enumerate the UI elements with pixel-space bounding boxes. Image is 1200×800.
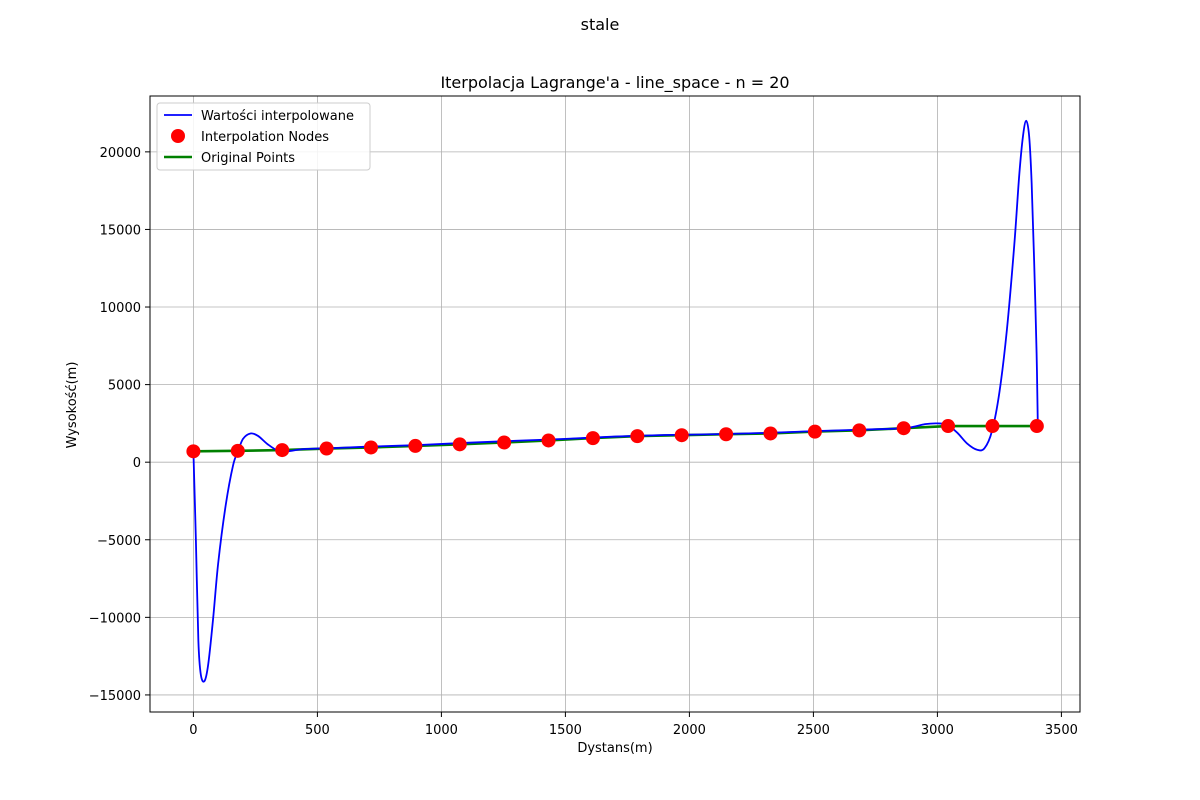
interpolation-node-marker bbox=[985, 419, 1000, 434]
legend-label-nodes: Interpolation Nodes bbox=[201, 130, 329, 145]
interpolation-node-marker bbox=[807, 424, 822, 439]
y-tick-label: 5000 bbox=[108, 379, 141, 394]
interpolation-node-marker bbox=[275, 443, 290, 458]
x-axis-label: Dystans(m) bbox=[577, 741, 652, 756]
interpolation-node-marker bbox=[674, 428, 689, 443]
plot-area bbox=[186, 119, 1044, 683]
interpolation-node-marker bbox=[497, 435, 512, 450]
interpolation-node-marker bbox=[763, 426, 778, 441]
series-lines bbox=[192, 119, 1039, 683]
x-tick-label: 3500 bbox=[1045, 723, 1078, 738]
y-tick-label: −15000 bbox=[89, 689, 141, 704]
x-tick-label: 1500 bbox=[549, 723, 582, 738]
chart-title: Iterpolacja Lagrange'a - line_space - n … bbox=[440, 73, 789, 93]
legend-box bbox=[156, 102, 371, 171]
axes-frame bbox=[149, 95, 1081, 713]
y-axis-label: Wysokość(m) bbox=[65, 362, 80, 449]
interpolation-node-marker bbox=[230, 443, 245, 458]
series-line-interpolated bbox=[192, 119, 1039, 683]
legend-swatch-nodes bbox=[171, 129, 185, 143]
x-tick-label: 500 bbox=[305, 723, 330, 738]
interpolation-node-marker bbox=[941, 419, 956, 434]
interpolation-node-marker bbox=[541, 433, 556, 448]
grid-lines bbox=[150, 96, 1080, 712]
interpolation-node-marker bbox=[1029, 419, 1044, 434]
legend-label-original: Original Points bbox=[201, 151, 295, 166]
y-tick-label: −5000 bbox=[97, 534, 141, 549]
interpolation-node-marker bbox=[408, 438, 423, 453]
x-tick-label: 2500 bbox=[797, 723, 830, 738]
figure-suptitle: stale bbox=[581, 15, 620, 34]
x-tick-label: 2000 bbox=[673, 723, 706, 738]
series-markers bbox=[186, 419, 1044, 459]
x-tick-label: 0 bbox=[189, 723, 197, 738]
legend-label-interpolated: Wartości interpolowane bbox=[201, 109, 354, 124]
y-tick-label: 20000 bbox=[100, 146, 141, 161]
interpolation-node-marker bbox=[896, 421, 911, 436]
x-tick-label: 1000 bbox=[425, 723, 458, 738]
y-tick-label: 15000 bbox=[100, 223, 141, 238]
y-tick-label: −10000 bbox=[89, 611, 141, 626]
y-tick-label: 10000 bbox=[100, 301, 141, 316]
legend: Wartości interpolowane Interpolation Nod… bbox=[156, 102, 371, 171]
interpolation-node-marker bbox=[585, 431, 600, 446]
interpolation-node-marker bbox=[852, 423, 867, 438]
interpolation-node-marker bbox=[630, 429, 645, 444]
interpolation-node-marker bbox=[452, 437, 467, 452]
interpolation-node-marker bbox=[186, 444, 201, 459]
axis-ticks: 0 500 1000 1500 2000 2500 3000 3500 −15000 −10000… bbox=[89, 146, 1078, 738]
interpolation-node-marker bbox=[719, 427, 734, 442]
interpolation-node-marker bbox=[319, 441, 334, 456]
y-tick-label: 0 bbox=[133, 456, 141, 471]
interpolation-node-marker bbox=[363, 440, 378, 455]
x-tick-label: 3000 bbox=[921, 723, 954, 738]
